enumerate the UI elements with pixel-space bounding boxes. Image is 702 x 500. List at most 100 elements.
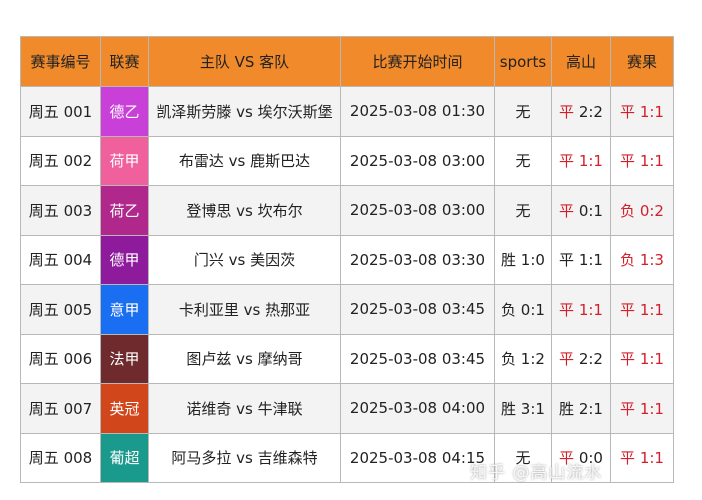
sports-prediction: 负 1:2 bbox=[494, 333, 552, 384]
table-row: 周五 002 荷甲 布雷达 vs 鹿斯巴达 2025-03-08 03:00 无平 1:… bbox=[20, 135, 674, 186]
result-outcome: 平 bbox=[620, 102, 636, 121]
match-teams: 凯泽斯劳滕 vs 埃尔沃斯堡 bbox=[148, 86, 341, 137]
result-outcome: 平 bbox=[620, 449, 636, 468]
result-score: 1:1 bbox=[639, 449, 664, 468]
gaoshan-prediction: 胜 2:1 bbox=[551, 383, 611, 434]
match-time: 2025-03-08 01:30 bbox=[340, 86, 495, 137]
match-teams: 登博思 vs 坎布尔 bbox=[148, 185, 341, 236]
header-sports: sports bbox=[494, 36, 552, 87]
result-score: 1:1 bbox=[639, 102, 664, 121]
match-time: 2025-03-08 04:15 bbox=[340, 432, 495, 483]
league-badge: 英冠 bbox=[100, 383, 149, 434]
match-time: 2025-03-08 03:30 bbox=[340, 234, 495, 285]
match-time: 2025-03-08 03:45 bbox=[340, 284, 495, 335]
match-time: 2025-03-08 03:45 bbox=[340, 333, 495, 384]
match-time: 2025-03-08 03:00 bbox=[340, 185, 495, 236]
result-outcome: 平 bbox=[620, 300, 636, 319]
watermark: 知乎 @高山流水 bbox=[470, 463, 603, 483]
gaoshan-outcome: 平 bbox=[559, 300, 575, 319]
result-score: 1:1 bbox=[639, 152, 664, 171]
table-row: 周五 007 英冠 诺维奇 vs 牛津联 2025-03-08 04:00 胜 3:1 胜… bbox=[20, 383, 674, 434]
sports-prediction: 无 bbox=[494, 185, 552, 236]
header-result: 赛果 bbox=[610, 36, 674, 87]
match-teams: 阿马多拉 vs 吉维森特 bbox=[148, 432, 341, 483]
result-outcome: 平 bbox=[620, 152, 636, 171]
gaoshan-score: 0:1 bbox=[578, 201, 603, 220]
result-outcome: 平 bbox=[620, 350, 636, 369]
table-row: 周五 008 葡超 阿马多拉 vs 吉维森特 2025-03-08 04:15 无平 0… bbox=[20, 432, 674, 483]
header-id: 赛事编号 bbox=[20, 36, 101, 87]
result-outcome: 平 bbox=[620, 399, 636, 418]
match-time: 2025-03-08 03:00 bbox=[340, 135, 495, 186]
match-result: 平 1:1 bbox=[610, 383, 674, 434]
match-result: 负 1:3 bbox=[610, 234, 674, 285]
header-row: 赛事编号 联赛 主队 VS 客队 比赛开始时间 sports 高山 赛果 bbox=[20, 36, 674, 87]
header-time: 比赛开始时间 bbox=[340, 36, 495, 87]
match-teams: 诺维奇 vs 牛津联 bbox=[148, 383, 341, 434]
result-score: 0:2 bbox=[639, 201, 664, 220]
match-teams: 布雷达 vs 鹿斯巴达 bbox=[148, 135, 341, 186]
league-badge: 意甲 bbox=[100, 284, 149, 335]
result-score: 1:1 bbox=[639, 350, 664, 369]
league-badge: 德乙 bbox=[100, 86, 149, 137]
gaoshan-prediction: 平 1:1 bbox=[551, 135, 611, 186]
table-row: 周五 005 意甲 卡利亚里 vs 热那亚 2025-03-08 03:45 负 0:1… bbox=[20, 284, 674, 335]
league-badge: 法甲 bbox=[100, 333, 149, 384]
match-result: 平 1:1 bbox=[610, 86, 674, 137]
gaoshan-score: 2:2 bbox=[578, 350, 603, 369]
result-outcome: 负 bbox=[620, 251, 636, 270]
sports-prediction: 负 0:1 bbox=[494, 284, 552, 335]
match-teams: 卡利亚里 vs 热那亚 bbox=[148, 284, 341, 335]
gaoshan-prediction: 平 0:1 bbox=[551, 185, 611, 236]
gaoshan-outcome: 平 bbox=[559, 102, 575, 121]
result-score: 1:1 bbox=[639, 300, 664, 319]
match-id: 周五 006 bbox=[20, 333, 101, 384]
gaoshan-outcome: 平 bbox=[559, 350, 575, 369]
gaoshan-score: 1:1 bbox=[578, 251, 603, 270]
result-score: 1:3 bbox=[639, 251, 664, 270]
table-row: 周五 004 德甲 门兴 vs 美因茨 2025-03-08 03:30 胜 1:0 平 … bbox=[20, 234, 674, 285]
match-result: 平 1:1 bbox=[610, 333, 674, 384]
gaoshan-outcome: 平 bbox=[559, 201, 575, 220]
header-gaoshan: 高山 bbox=[551, 36, 611, 87]
gaoshan-prediction: 平 2:2 bbox=[551, 333, 611, 384]
match-result: 平 1:1 bbox=[610, 135, 674, 186]
sports-prediction: 无 bbox=[494, 432, 552, 483]
header-match: 主队 VS 客队 bbox=[148, 36, 341, 87]
match-id: 周五 005 bbox=[20, 284, 101, 335]
gaoshan-prediction: 平 1:1 bbox=[551, 234, 611, 285]
gaoshan-outcome: 平 bbox=[559, 251, 575, 270]
match-id: 周五 007 bbox=[20, 383, 101, 434]
match-teams: 门兴 vs 美因茨 bbox=[148, 234, 341, 285]
gaoshan-score: 1:1 bbox=[578, 300, 603, 319]
gaoshan-prediction: 平 1:1 bbox=[551, 284, 611, 335]
league-badge: 德甲 bbox=[100, 234, 149, 285]
gaoshan-score: 0:0 bbox=[578, 449, 603, 468]
match-result: 负 0:2 bbox=[610, 185, 674, 236]
match-table: 赛事编号 联赛 主队 VS 客队 比赛开始时间 sports 高山 赛果 周五 … bbox=[20, 36, 674, 483]
gaoshan-score: 2:1 bbox=[578, 399, 603, 418]
result-score: 1:1 bbox=[639, 399, 664, 418]
result-outcome: 负 bbox=[620, 201, 636, 220]
gaoshan-score: 1:1 bbox=[578, 152, 603, 171]
gaoshan-outcome: 平 bbox=[559, 449, 575, 468]
gaoshan-prediction: 平 2:2 bbox=[551, 86, 611, 137]
sports-prediction: 无 bbox=[494, 135, 552, 186]
match-id: 周五 002 bbox=[20, 135, 101, 186]
table-row: 周五 006 法甲 图卢兹 vs 摩纳哥 2025-03-08 03:45 负 1:2 平… bbox=[20, 333, 674, 384]
header-league: 联赛 bbox=[100, 36, 149, 87]
match-time: 2025-03-08 04:00 bbox=[340, 383, 495, 434]
match-id: 周五 004 bbox=[20, 234, 101, 285]
gaoshan-score: 2:2 bbox=[578, 102, 603, 121]
match-id: 周五 001 bbox=[20, 86, 101, 137]
match-teams: 图卢兹 vs 摩纳哥 bbox=[148, 333, 341, 384]
match-id: 周五 003 bbox=[20, 185, 101, 236]
match-result: 平 1:1 bbox=[610, 432, 674, 483]
match-result: 平 1:1 bbox=[610, 284, 674, 335]
league-badge: 荷乙 bbox=[100, 185, 149, 236]
league-badge: 葡超 bbox=[100, 432, 149, 483]
sports-prediction: 无 bbox=[494, 86, 552, 137]
gaoshan-outcome: 胜 bbox=[559, 399, 575, 418]
gaoshan-outcome: 平 bbox=[559, 152, 575, 171]
table-row: 周五 001 德乙 凯泽斯劳滕 vs 埃尔沃斯堡 2025-03-08 01:30 无平… bbox=[20, 86, 674, 137]
